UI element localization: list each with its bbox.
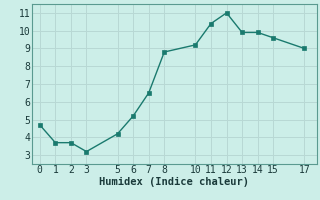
X-axis label: Humidex (Indice chaleur): Humidex (Indice chaleur): [100, 177, 249, 187]
